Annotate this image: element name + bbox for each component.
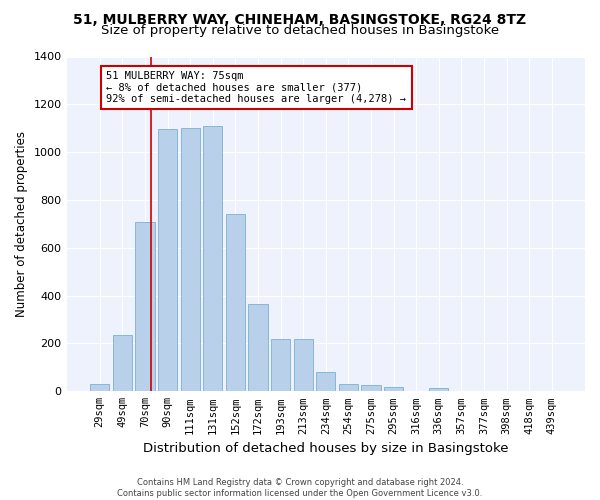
Bar xyxy=(361,386,380,392)
Bar xyxy=(271,338,290,392)
Bar xyxy=(136,222,155,392)
X-axis label: Distribution of detached houses by size in Basingstoke: Distribution of detached houses by size … xyxy=(143,442,509,455)
Text: 51 MULBERRY WAY: 75sqm
← 8% of detached houses are smaller (377)
92% of semi-det: 51 MULBERRY WAY: 75sqm ← 8% of detached … xyxy=(106,71,406,104)
Bar xyxy=(429,388,448,392)
Bar xyxy=(293,338,313,392)
Bar xyxy=(113,335,132,392)
Bar xyxy=(203,126,223,392)
Bar xyxy=(181,128,200,392)
Bar xyxy=(158,130,177,392)
Text: Contains HM Land Registry data © Crown copyright and database right 2024.
Contai: Contains HM Land Registry data © Crown c… xyxy=(118,478,482,498)
Y-axis label: Number of detached properties: Number of detached properties xyxy=(15,131,28,317)
Text: 51, MULBERRY WAY, CHINEHAM, BASINGSTOKE, RG24 8TZ: 51, MULBERRY WAY, CHINEHAM, BASINGSTOKE,… xyxy=(73,12,527,26)
Bar xyxy=(384,387,403,392)
Bar xyxy=(339,384,358,392)
Bar xyxy=(248,304,268,392)
Text: Size of property relative to detached houses in Basingstoke: Size of property relative to detached ho… xyxy=(101,24,499,37)
Bar xyxy=(226,214,245,392)
Bar xyxy=(316,372,335,392)
Bar xyxy=(90,384,109,392)
